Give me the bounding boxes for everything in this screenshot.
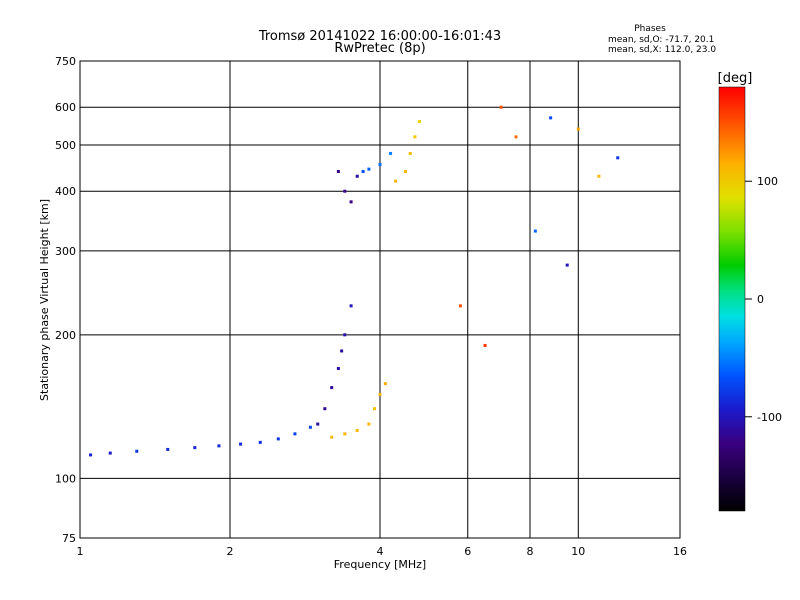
grid-lines: [80, 61, 680, 538]
y-tick-label-0: 75: [62, 532, 76, 545]
series-3: [336, 151, 393, 204]
x-tick-label-5: 10: [571, 545, 585, 558]
point-4-0: [394, 179, 398, 183]
plot-frame: [79, 60, 681, 539]
point-1-0: [316, 422, 320, 426]
point-1-2: [330, 386, 334, 390]
point-3-4: [361, 169, 365, 173]
point-5-9: [616, 156, 620, 160]
point-1-3: [336, 366, 340, 370]
x-tick-label-1: 2: [227, 545, 234, 558]
point-3-6: [378, 163, 382, 167]
point-3-3: [355, 174, 359, 178]
colorbar-ticks: 100 0 -100: [745, 175, 782, 424]
point-0-6: [239, 442, 243, 446]
series-0: [89, 425, 312, 457]
point-5-4: [533, 229, 537, 233]
colorbar-unit-label: [deg]: [718, 71, 753, 86]
colorbar-tick-label-1: 0: [757, 293, 764, 306]
y-tick-label-1: 100: [55, 472, 76, 485]
point-5-6: [565, 263, 569, 267]
y-tick-label-5: 500: [55, 139, 76, 152]
x-tick-label-2: 4: [377, 545, 384, 558]
point-5-0: [458, 304, 462, 308]
point-0-8: [276, 437, 280, 441]
point-0-3: [166, 447, 170, 451]
point-4-2: [408, 151, 412, 155]
point-3-2: [349, 200, 353, 204]
series-4: [394, 120, 421, 183]
y-axis-label: Stationary phase Virtual Height [km]: [38, 199, 51, 401]
point-4-4: [417, 120, 421, 124]
point-1-1: [323, 407, 327, 411]
x-tick-label-4: 8: [527, 545, 534, 558]
y-tick-label-3: 300: [55, 245, 76, 258]
point-0-0: [89, 453, 93, 457]
y-tick-label-4: 400: [55, 185, 76, 198]
colorbar-tick-label-2: -100: [757, 411, 782, 424]
point-1-6: [349, 304, 353, 308]
series-1: [316, 304, 353, 426]
point-2-3: [367, 422, 371, 426]
point-0-10: [308, 425, 312, 429]
point-2-2: [355, 429, 359, 433]
series-2: [330, 382, 387, 439]
point-1-4: [340, 349, 344, 353]
point-0-5: [217, 444, 221, 448]
colorbar: [718, 86, 746, 512]
point-0-9: [293, 432, 297, 436]
phases-heading: Phases: [634, 24, 666, 34]
point-3-1: [343, 189, 347, 193]
point-2-1: [343, 432, 347, 436]
point-1-5: [343, 333, 347, 337]
y-tick-label-6: 600: [55, 101, 76, 114]
axis-ticks: 1 2 4 6 8 10 16 75 100 200 300 400 500 600 750: [55, 55, 687, 558]
point-3-7: [389, 151, 393, 155]
y-tick-label-2: 200: [55, 329, 76, 342]
data-points: [89, 105, 620, 457]
point-2-6: [383, 382, 387, 386]
chart-title: Tromsø 20141022 16:00:00-16:01:43: [258, 29, 501, 44]
point-2-0: [330, 435, 334, 439]
x-tick-label-6: 16: [673, 545, 687, 558]
point-3-5: [367, 167, 371, 171]
series-5: [458, 105, 620, 347]
x-tick-label-0: 1: [77, 545, 84, 558]
point-5-5: [549, 116, 553, 120]
phases-mean-o: mean, sd,O: -71.7, 20.1: [608, 35, 714, 45]
colorbar-tick-label-0: 100: [757, 175, 778, 188]
point-0-7: [258, 440, 262, 444]
x-tick-label-3: 6: [464, 545, 471, 558]
point-5-3: [514, 135, 518, 139]
point-0-4: [193, 446, 197, 450]
point-2-4: [373, 407, 377, 411]
point-2-5: [378, 392, 382, 396]
point-5-2: [499, 105, 503, 109]
chart-subtitle: RwPretec (8p): [334, 41, 425, 56]
point-0-2: [135, 449, 139, 453]
point-4-3: [413, 135, 417, 139]
point-5-8: [597, 174, 601, 178]
point-5-1: [483, 343, 487, 347]
point-4-1: [403, 169, 407, 173]
point-5-7: [576, 127, 580, 131]
point-3-0: [336, 169, 340, 173]
y-tick-label-7: 750: [55, 55, 76, 68]
phases-mean-x: mean, sd,X: 112.0, 23.0: [608, 45, 716, 55]
x-axis-label: Frequency [MHz]: [334, 558, 426, 571]
point-0-1: [108, 451, 112, 455]
